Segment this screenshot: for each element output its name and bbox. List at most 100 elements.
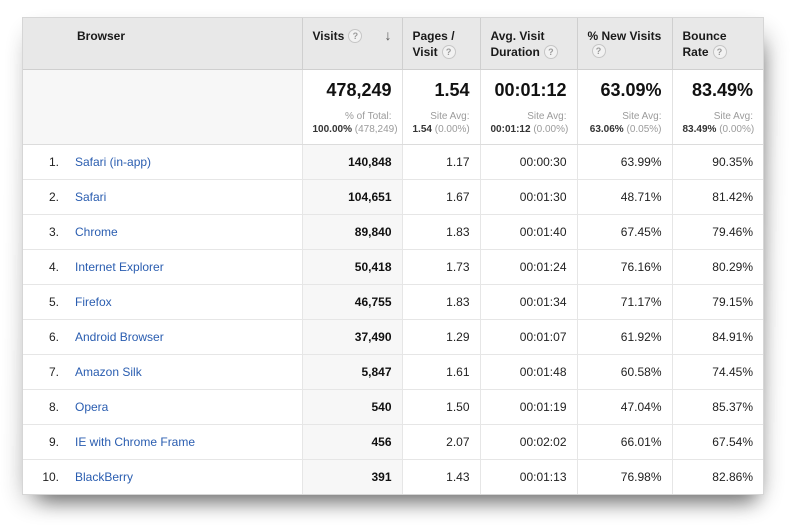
row-avg-visit-duration: 00:02:02 bbox=[479, 424, 577, 460]
browser-link[interactable]: Opera bbox=[75, 400, 109, 414]
summary-pages-per-visit-value: 1.54 bbox=[434, 80, 470, 100]
row-new-visits: 67.45% bbox=[576, 214, 672, 250]
summary-avg-visit-duration-label: Site Avg: bbox=[527, 111, 567, 122]
row-avg-visit-duration: 00:01:40 bbox=[479, 214, 577, 250]
column-header-avg-visit-duration-label: Avg. Visit Duration bbox=[490, 29, 545, 59]
summary-pages-per-visit-sub-main: 1.54 bbox=[412, 124, 432, 135]
column-header-browser-label: Browser bbox=[77, 29, 126, 43]
summary-new-visits-label: Site Avg: bbox=[622, 111, 662, 122]
help-icon-avg-visit-duration[interactable]: ? bbox=[543, 44, 558, 59]
row-pages-per-visit: 1.83 bbox=[401, 214, 480, 250]
row-bounce-rate: 67.54% bbox=[671, 424, 763, 460]
summary-visits-sub-paren: (478,249) bbox=[354, 124, 398, 135]
summary-row: 478,249 % of Total: 100.00% (478,249) 1.… bbox=[23, 69, 763, 145]
column-header-avg-visit-duration[interactable]: Avg. Visit Duration? bbox=[479, 18, 577, 70]
row-index: 9. bbox=[23, 424, 67, 460]
column-header-browser[interactable]: Browser bbox=[67, 18, 302, 70]
summary-visits-label: % of Total: bbox=[344, 111, 392, 122]
summary-bounce-rate-sub-paren: (0.00%) bbox=[719, 124, 755, 135]
row-new-visits: 63.99% bbox=[576, 144, 672, 180]
browser-link[interactable]: Safari bbox=[75, 190, 107, 204]
summary-visits-sub-main: 100.00% bbox=[312, 124, 352, 135]
row-bounce-rate: 79.15% bbox=[671, 284, 763, 320]
browser-link[interactable]: Safari (in-app) bbox=[75, 155, 152, 169]
row-pages-per-visit: 1.29 bbox=[401, 319, 480, 355]
summary-avg-visit-duration-value: 00:01:12 bbox=[494, 80, 567, 100]
row-browser-cell: Safari bbox=[67, 179, 302, 215]
row-pages-per-visit: 1.61 bbox=[401, 354, 480, 390]
row-pages-per-visit: 1.50 bbox=[401, 389, 480, 425]
summary-avg-visit-duration-sub: 00:01:12 (0.00%) bbox=[491, 123, 569, 136]
row-visits: 104,651 bbox=[301, 179, 402, 215]
row-index: 10. bbox=[42, 470, 59, 485]
summary-pages-per-visit-label: Site Avg: bbox=[430, 111, 470, 122]
column-header-visits-label: Visits bbox=[312, 29, 345, 43]
summary-bounce-rate-value: 83.49% bbox=[691, 80, 753, 100]
row-new-visits: 71.17% bbox=[576, 284, 672, 320]
row-browser-cell: Opera bbox=[67, 389, 302, 425]
column-header-new-visits[interactable]: % New Visits? bbox=[576, 18, 672, 70]
help-icon-bounce-rate[interactable]: ? bbox=[712, 44, 727, 59]
row-browser-cell: Firefox bbox=[67, 284, 302, 320]
row-browser-cell: Android Browser bbox=[67, 319, 302, 355]
column-header-visits[interactable]: ↓ Visits? bbox=[301, 18, 402, 70]
table-row: 4. Internet Explorer 50,418 1.73 00:01:24 76.… bbox=[23, 249, 763, 285]
header-row: Browser ↓ Visits? Pages / Visit? Avg. Vi… bbox=[23, 18, 763, 70]
row-pages-per-visit: 1.17 bbox=[401, 144, 480, 180]
sort-desc-arrow-icon[interactable]: ↓ bbox=[384, 27, 392, 43]
row-pages-per-visit: 1.67 bbox=[401, 179, 480, 215]
summary-pages-per-visit-cell: 1.54 Site Avg: 1.54 (0.00%) bbox=[401, 69, 480, 145]
row-new-visits: 47.04% bbox=[576, 389, 672, 425]
help-icon-new-visits[interactable]: ? bbox=[591, 43, 606, 58]
row-new-visits: 61.92% bbox=[576, 319, 672, 355]
summary-bounce-rate-sub: 83.49% (0.00%) bbox=[683, 123, 755, 136]
row-bounce-rate: 84.91% bbox=[671, 319, 763, 355]
browser-link[interactable]: IE with Chrome Frame bbox=[75, 435, 196, 449]
summary-index-cell bbox=[23, 69, 67, 145]
row-visits: 391 bbox=[301, 459, 402, 494]
row-bounce-rate: 79.46% bbox=[671, 214, 763, 250]
table-row: 5. Firefox 46,755 1.83 00:01:34 71.17% 79.15% bbox=[23, 284, 763, 320]
column-header-bounce-rate[interactable]: Bounce Rate? bbox=[671, 18, 763, 70]
column-header-index bbox=[23, 18, 67, 70]
row-bounce-rate: 80.29% bbox=[671, 249, 763, 285]
row-avg-visit-duration: 00:01:24 bbox=[479, 249, 577, 285]
row-visits: 140,848 bbox=[301, 144, 402, 180]
table-row: 8. Opera 540 1.50 00:01:19 47.04% 85.37% bbox=[23, 389, 763, 425]
row-pages-per-visit: 1.73 bbox=[401, 249, 480, 285]
browser-link[interactable]: Chrome bbox=[75, 225, 118, 239]
browser-link[interactable]: Internet Explorer bbox=[75, 260, 164, 274]
column-header-pages-per-visit[interactable]: Pages / Visit? bbox=[401, 18, 480, 70]
row-bounce-rate: 90.35% bbox=[671, 144, 763, 180]
report-card: Browser ↓ Visits? Pages / Visit? Avg. Vi… bbox=[22, 17, 764, 495]
row-new-visits: 60.58% bbox=[576, 354, 672, 390]
summary-visits-cell: 478,249 % of Total: 100.00% (478,249) bbox=[301, 69, 402, 145]
browser-link[interactable]: Amazon Silk bbox=[75, 365, 142, 379]
row-index: 5. bbox=[23, 284, 67, 320]
summary-section: 478,249 % of Total: 100.00% (478,249) 1.… bbox=[23, 69, 763, 145]
row-avg-visit-duration: 00:01:13 bbox=[479, 459, 577, 494]
row-index: 7. bbox=[23, 354, 67, 390]
browser-link[interactable]: BlackBerry bbox=[75, 470, 134, 485]
row-avg-visit-duration: 00:01:07 bbox=[479, 319, 577, 355]
row-new-visits: 66.01% bbox=[576, 424, 672, 460]
column-header-pages-per-visit-label: Pages / Visit bbox=[412, 29, 455, 59]
row-index: 2. bbox=[23, 179, 67, 215]
row-pages-per-visit: 1.43 bbox=[401, 459, 480, 494]
row-browser-cell: Chrome bbox=[67, 214, 302, 250]
summary-new-visits-sub-main: 63.06% bbox=[589, 124, 624, 135]
row-visits: 5,847 bbox=[301, 354, 402, 390]
browser-link[interactable]: Android Browser bbox=[75, 330, 164, 344]
help-icon-visits[interactable]: ? bbox=[348, 28, 363, 43]
row-index: 4. bbox=[23, 249, 67, 285]
table-header: Browser ↓ Visits? Pages / Visit? Avg. Vi… bbox=[23, 18, 763, 70]
summary-avg-visit-duration-cell: 00:01:12 Site Avg: 00:01:12 (0.00%) bbox=[479, 69, 577, 145]
row-index: 6. bbox=[23, 319, 67, 355]
browser-report-table: Browser ↓ Visits? Pages / Visit? Avg. Vi… bbox=[23, 18, 763, 494]
browser-link[interactable]: Firefox bbox=[75, 295, 112, 309]
help-icon-pages-per-visit[interactable]: ? bbox=[441, 44, 456, 59]
row-visits: 46,755 bbox=[301, 284, 402, 320]
row-avg-visit-duration: 00:01:48 bbox=[479, 354, 577, 390]
row-browser-cell: IE with Chrome Frame bbox=[67, 424, 302, 460]
summary-bounce-rate-label: Site Avg: bbox=[713, 111, 753, 122]
